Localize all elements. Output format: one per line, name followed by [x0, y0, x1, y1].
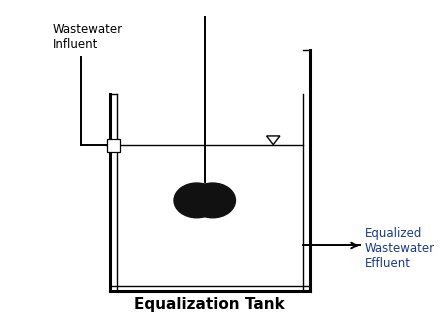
Ellipse shape: [190, 183, 235, 218]
Bar: [107, 139, 120, 152]
Text: Wastewater
Influent: Wastewater Influent: [53, 23, 123, 51]
Text: Equalized
Wastewater
Effluent: Equalized Wastewater Effluent: [365, 227, 435, 270]
Text: Equalization Tank: Equalization Tank: [134, 297, 285, 312]
Ellipse shape: [174, 183, 219, 218]
